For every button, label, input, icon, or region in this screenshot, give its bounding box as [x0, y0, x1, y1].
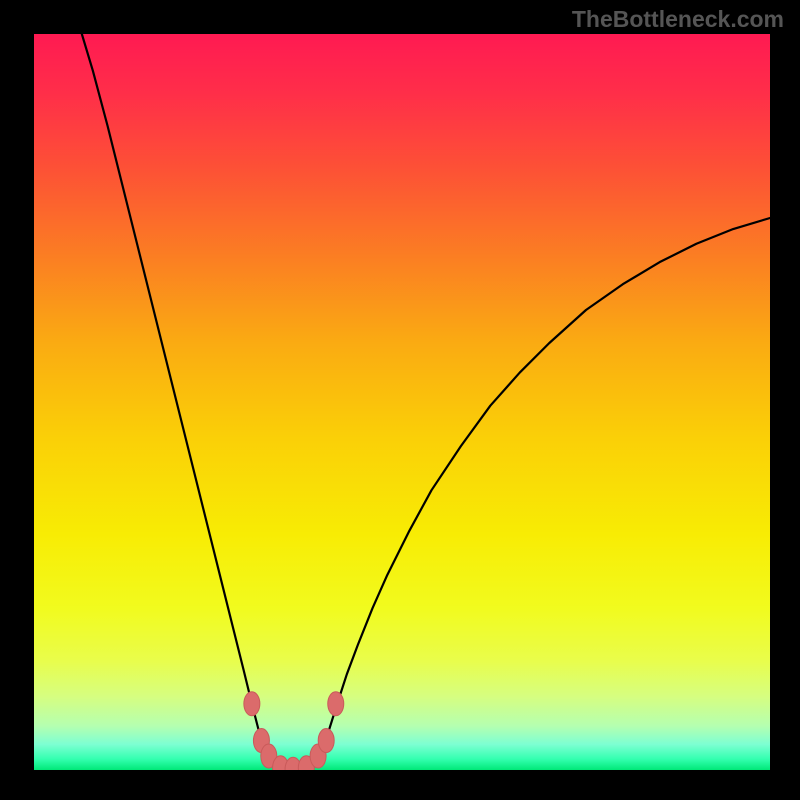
plot-area — [34, 34, 770, 770]
curve-marker — [328, 692, 344, 716]
plot-background — [34, 34, 770, 770]
watermark-text: TheBottleneck.com — [572, 6, 784, 33]
curve-marker — [244, 692, 260, 716]
chart-root: { "watermark": { "text": "TheBottleneck.… — [0, 0, 800, 800]
chart-svg — [34, 34, 770, 770]
curve-marker — [318, 729, 334, 753]
